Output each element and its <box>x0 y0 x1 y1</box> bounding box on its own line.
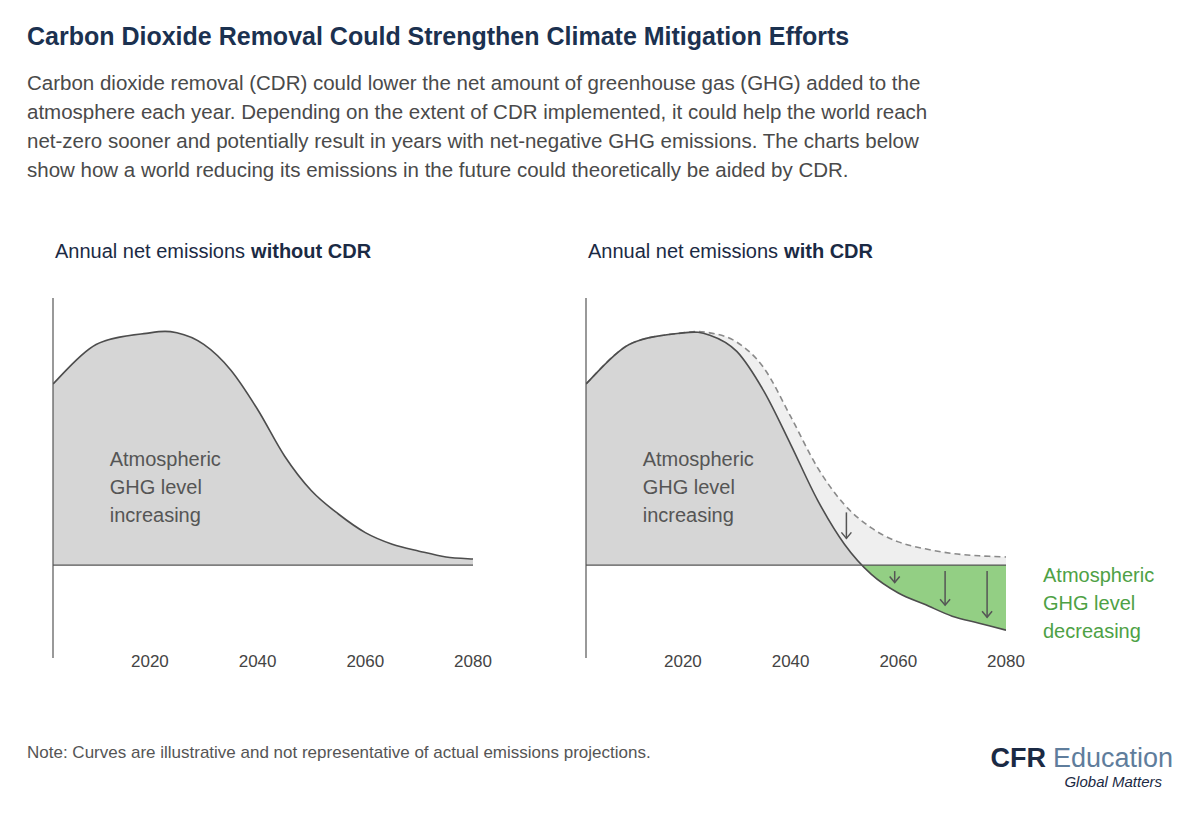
chart-title: Annual net emissionswithout CDR <box>55 240 372 262</box>
x-tick-label: 2080 <box>987 652 1025 671</box>
x-tick-label: 2060 <box>879 652 917 671</box>
chart-canvas: Annual net emissionswithout CDR 2020 2040 2… <box>0 0 1200 817</box>
subtitle-line: atmosphere each year. Depending on the e… <box>27 97 927 126</box>
annotation: GHG level <box>1043 592 1135 614</box>
x-tick-label: 2040 <box>239 652 277 671</box>
series-line <box>586 332 1006 557</box>
brand: CFREducation <box>990 743 1173 773</box>
annotation: GHG level <box>643 476 735 498</box>
cdr-arrow <box>841 512 851 538</box>
x-axis-line <box>53 564 473 565</box>
area-positive <box>53 331 473 565</box>
cdr-arrow <box>982 571 992 617</box>
annotation: increasing <box>643 504 734 526</box>
chart-title: Annual net emissionswith CDR <box>588 240 874 262</box>
cdr-arrow <box>940 571 950 605</box>
series-line <box>586 332 1006 630</box>
x-tick-label: 2020 <box>131 652 169 671</box>
footnote: Note: Curves are illustrative and not re… <box>27 743 651 762</box>
annotation: decreasing <box>1043 620 1141 642</box>
annotation: Atmospheric <box>643 448 754 470</box>
annotation: GHG level <box>110 476 202 498</box>
page-subtitle: Carbon dioxide removal (CDR) could lower… <box>27 68 927 184</box>
brand-tagline: Global Matters <box>1064 773 1162 790</box>
area-negative <box>586 565 1006 630</box>
page-title: Carbon Dioxide Removal Could Strengthen … <box>27 22 849 51</box>
x-tick-label: 2020 <box>664 652 702 671</box>
area-negative <box>586 565 1006 566</box>
x-tick-label: 2080 <box>454 652 492 671</box>
x-axis-line <box>586 564 1006 565</box>
y-axis-line <box>52 298 53 658</box>
cdr-arrow <box>890 571 900 582</box>
subtitle-line: net-zero sooner and potentially result i… <box>27 126 927 155</box>
annotation: Atmospheric <box>110 448 221 470</box>
subtitle-line: show how a world reducing its emissions … <box>27 155 927 184</box>
annotation: increasing <box>110 504 201 526</box>
area-positive <box>586 332 1006 565</box>
y-axis-line <box>585 298 586 658</box>
plot-area <box>53 331 473 565</box>
plot-area <box>586 332 1006 631</box>
x-tick-label: 2060 <box>346 652 384 671</box>
x-tick-label: 2040 <box>772 652 810 671</box>
series-line <box>53 331 473 559</box>
subtitle-line: Carbon dioxide removal (CDR) could lower… <box>27 68 927 97</box>
area-negative <box>53 565 473 566</box>
annotation: Atmospheric <box>1043 564 1154 586</box>
